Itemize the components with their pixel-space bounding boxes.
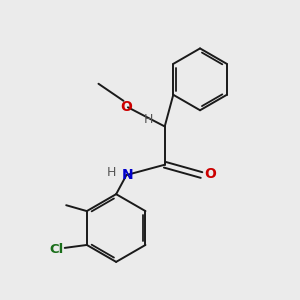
Text: H: H xyxy=(107,166,116,179)
Text: Cl: Cl xyxy=(50,243,64,256)
Text: N: N xyxy=(122,168,134,182)
Text: O: O xyxy=(204,167,216,182)
Text: H: H xyxy=(144,112,153,126)
Text: O: O xyxy=(121,100,132,114)
